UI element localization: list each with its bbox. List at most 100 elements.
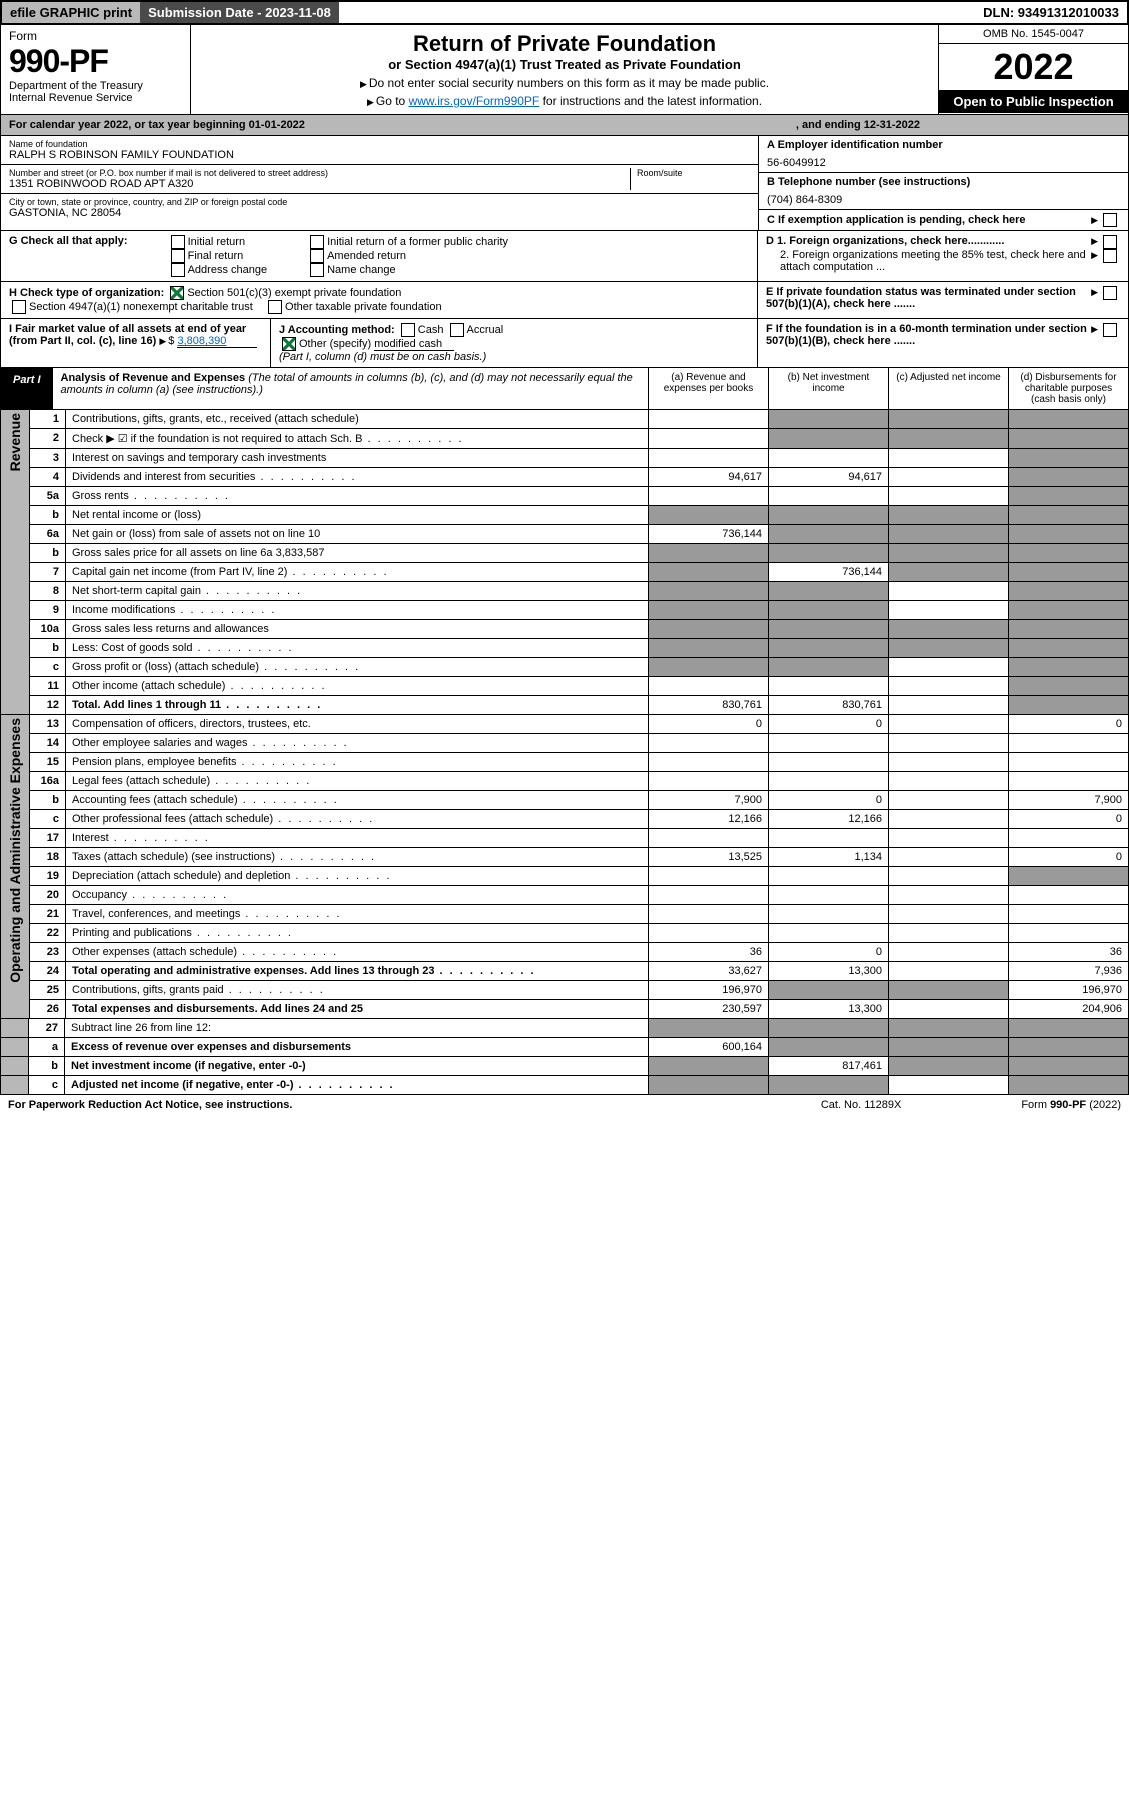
table-row: cGross profit or (loss) (attach schedule…: [1, 658, 1129, 677]
row-num: 12: [30, 696, 66, 715]
g-final-checkbox[interactable]: [171, 249, 185, 263]
row-val: 0: [649, 715, 769, 734]
table-row: Operating and Administrative Expenses13C…: [1, 715, 1129, 734]
row-val: 13,525: [649, 848, 769, 867]
d2-checkbox[interactable]: [1103, 249, 1117, 263]
row-desc: Other employee salaries and wages: [66, 734, 649, 753]
table-row: 6aNet gain or (loss) from sale of assets…: [1, 525, 1129, 544]
row-val: [649, 734, 769, 753]
i-value[interactable]: 3,808,390: [177, 335, 257, 348]
part1-title: Analysis of Revenue and Expenses: [61, 372, 246, 384]
j-cash-checkbox[interactable]: [401, 323, 415, 337]
row-val: 196,970: [1009, 981, 1129, 1000]
row-val: [889, 753, 1009, 772]
table-row: 5aGross rents: [1, 487, 1129, 506]
row-num: 7: [30, 563, 66, 582]
row-val: [769, 582, 889, 601]
table-row: 25Contributions, gifts, grants paid196,9…: [1, 981, 1129, 1000]
j-other-checkbox[interactable]: [282, 337, 296, 351]
row-val: [649, 905, 769, 924]
revenue-table: Revenue1Contributions, gifts, grants, et…: [0, 410, 1129, 715]
table-row: cOther professional fees (attach schedul…: [1, 810, 1129, 829]
form-number: 990-PF: [9, 43, 182, 80]
row-val: [769, 1019, 889, 1038]
row-val: 196,970: [649, 981, 769, 1000]
row-val: [889, 867, 1009, 886]
row-val: [1009, 639, 1129, 658]
row-val: [769, 677, 889, 696]
row-val: [1009, 487, 1129, 506]
row-val: 204,906: [1009, 1000, 1129, 1019]
h-label: H Check type of organization:: [9, 287, 164, 299]
row-val: 0: [769, 943, 889, 962]
row-val: [889, 810, 1009, 829]
row-val: 13,300: [769, 1000, 889, 1019]
row-num: b: [30, 506, 66, 525]
e-checkbox[interactable]: [1103, 286, 1117, 300]
row-desc: Check ▶ ☑ if the foundation is not requi…: [66, 429, 649, 449]
table-row: 18Taxes (attach schedule) (see instructi…: [1, 848, 1129, 867]
info-grid: Name of foundation RALPH S ROBINSON FAMI…: [0, 136, 1129, 231]
row-desc: Other professional fees (attach schedule…: [66, 810, 649, 829]
row-val: [769, 544, 889, 563]
row-val: [1009, 582, 1129, 601]
table-row: 20Occupancy: [1, 886, 1129, 905]
f-checkbox[interactable]: [1103, 323, 1117, 337]
table-row: 10aGross sales less returns and allowanc…: [1, 620, 1129, 639]
g-label: G Check all that apply:: [9, 235, 128, 277]
section-label: Revenue: [1, 410, 30, 715]
row-val: [1009, 772, 1129, 791]
row-num: c: [29, 1076, 65, 1095]
g-amended-checkbox[interactable]: [310, 249, 324, 263]
table-row: 19Depreciation (attach schedule) and dep…: [1, 867, 1129, 886]
phone-label: B Telephone number (see instructions): [767, 176, 1120, 188]
d1-label: D 1. Foreign organizations, check here..…: [766, 235, 1091, 249]
row-val: [889, 468, 1009, 487]
g-name-checkbox[interactable]: [310, 263, 324, 277]
row-num: 22: [30, 924, 66, 943]
table-row: 3Interest on savings and temporary cash …: [1, 449, 1129, 468]
room-label: Room/suite: [637, 168, 750, 178]
table-row: aExcess of revenue over expenses and dis…: [1, 1038, 1129, 1057]
c-checkbox[interactable]: [1103, 213, 1117, 227]
h-501c3-checkbox[interactable]: [170, 286, 184, 300]
row-val: [649, 639, 769, 658]
row-val: [889, 525, 1009, 544]
row-val: 0: [1009, 715, 1129, 734]
city: GASTONIA, NC 28054: [9, 207, 750, 219]
row-val: [769, 905, 889, 924]
row-val: [649, 867, 769, 886]
row-val: [889, 905, 1009, 924]
table-row: 16aLegal fees (attach schedule): [1, 772, 1129, 791]
row-val: 600,164: [649, 1038, 769, 1057]
col-d-hdr: (d) Disbursements for charitable purpose…: [1008, 368, 1128, 409]
cal-begin: For calendar year 2022, or tax year begi…: [9, 119, 305, 131]
form-header: Form 990-PF Department of the Treasury I…: [0, 25, 1129, 115]
row-desc: Interest on savings and temporary cash i…: [66, 449, 649, 468]
row-num: 9: [30, 601, 66, 620]
row-desc: Total operating and administrative expen…: [66, 962, 649, 981]
g-address-checkbox[interactable]: [171, 263, 185, 277]
j-accrual-checkbox[interactable]: [450, 323, 464, 337]
form-link[interactable]: www.irs.gov/Form990PF: [409, 94, 540, 108]
row-desc: Dividends and interest from securities: [66, 468, 649, 487]
d1-checkbox[interactable]: [1103, 235, 1117, 249]
h-other-checkbox[interactable]: [268, 300, 282, 314]
row-val: [649, 829, 769, 848]
row-val: [889, 924, 1009, 943]
name-label: Name of foundation: [9, 139, 750, 149]
row-val: 1,134: [769, 848, 889, 867]
row-val: [889, 506, 1009, 525]
row-val: 0: [769, 791, 889, 810]
row-val: [889, 1057, 1009, 1076]
row-val: [649, 506, 769, 525]
table-row: 17Interest: [1, 829, 1129, 848]
table-row: 26Total expenses and disbursements. Add …: [1, 1000, 1129, 1019]
g-initial-former-checkbox[interactable]: [310, 235, 324, 249]
row-num: 23: [30, 943, 66, 962]
row-val: [769, 601, 889, 620]
row-val: [1009, 601, 1129, 620]
g-initial-checkbox[interactable]: [171, 235, 185, 249]
row-val: [769, 924, 889, 943]
h-4947-checkbox[interactable]: [12, 300, 26, 314]
